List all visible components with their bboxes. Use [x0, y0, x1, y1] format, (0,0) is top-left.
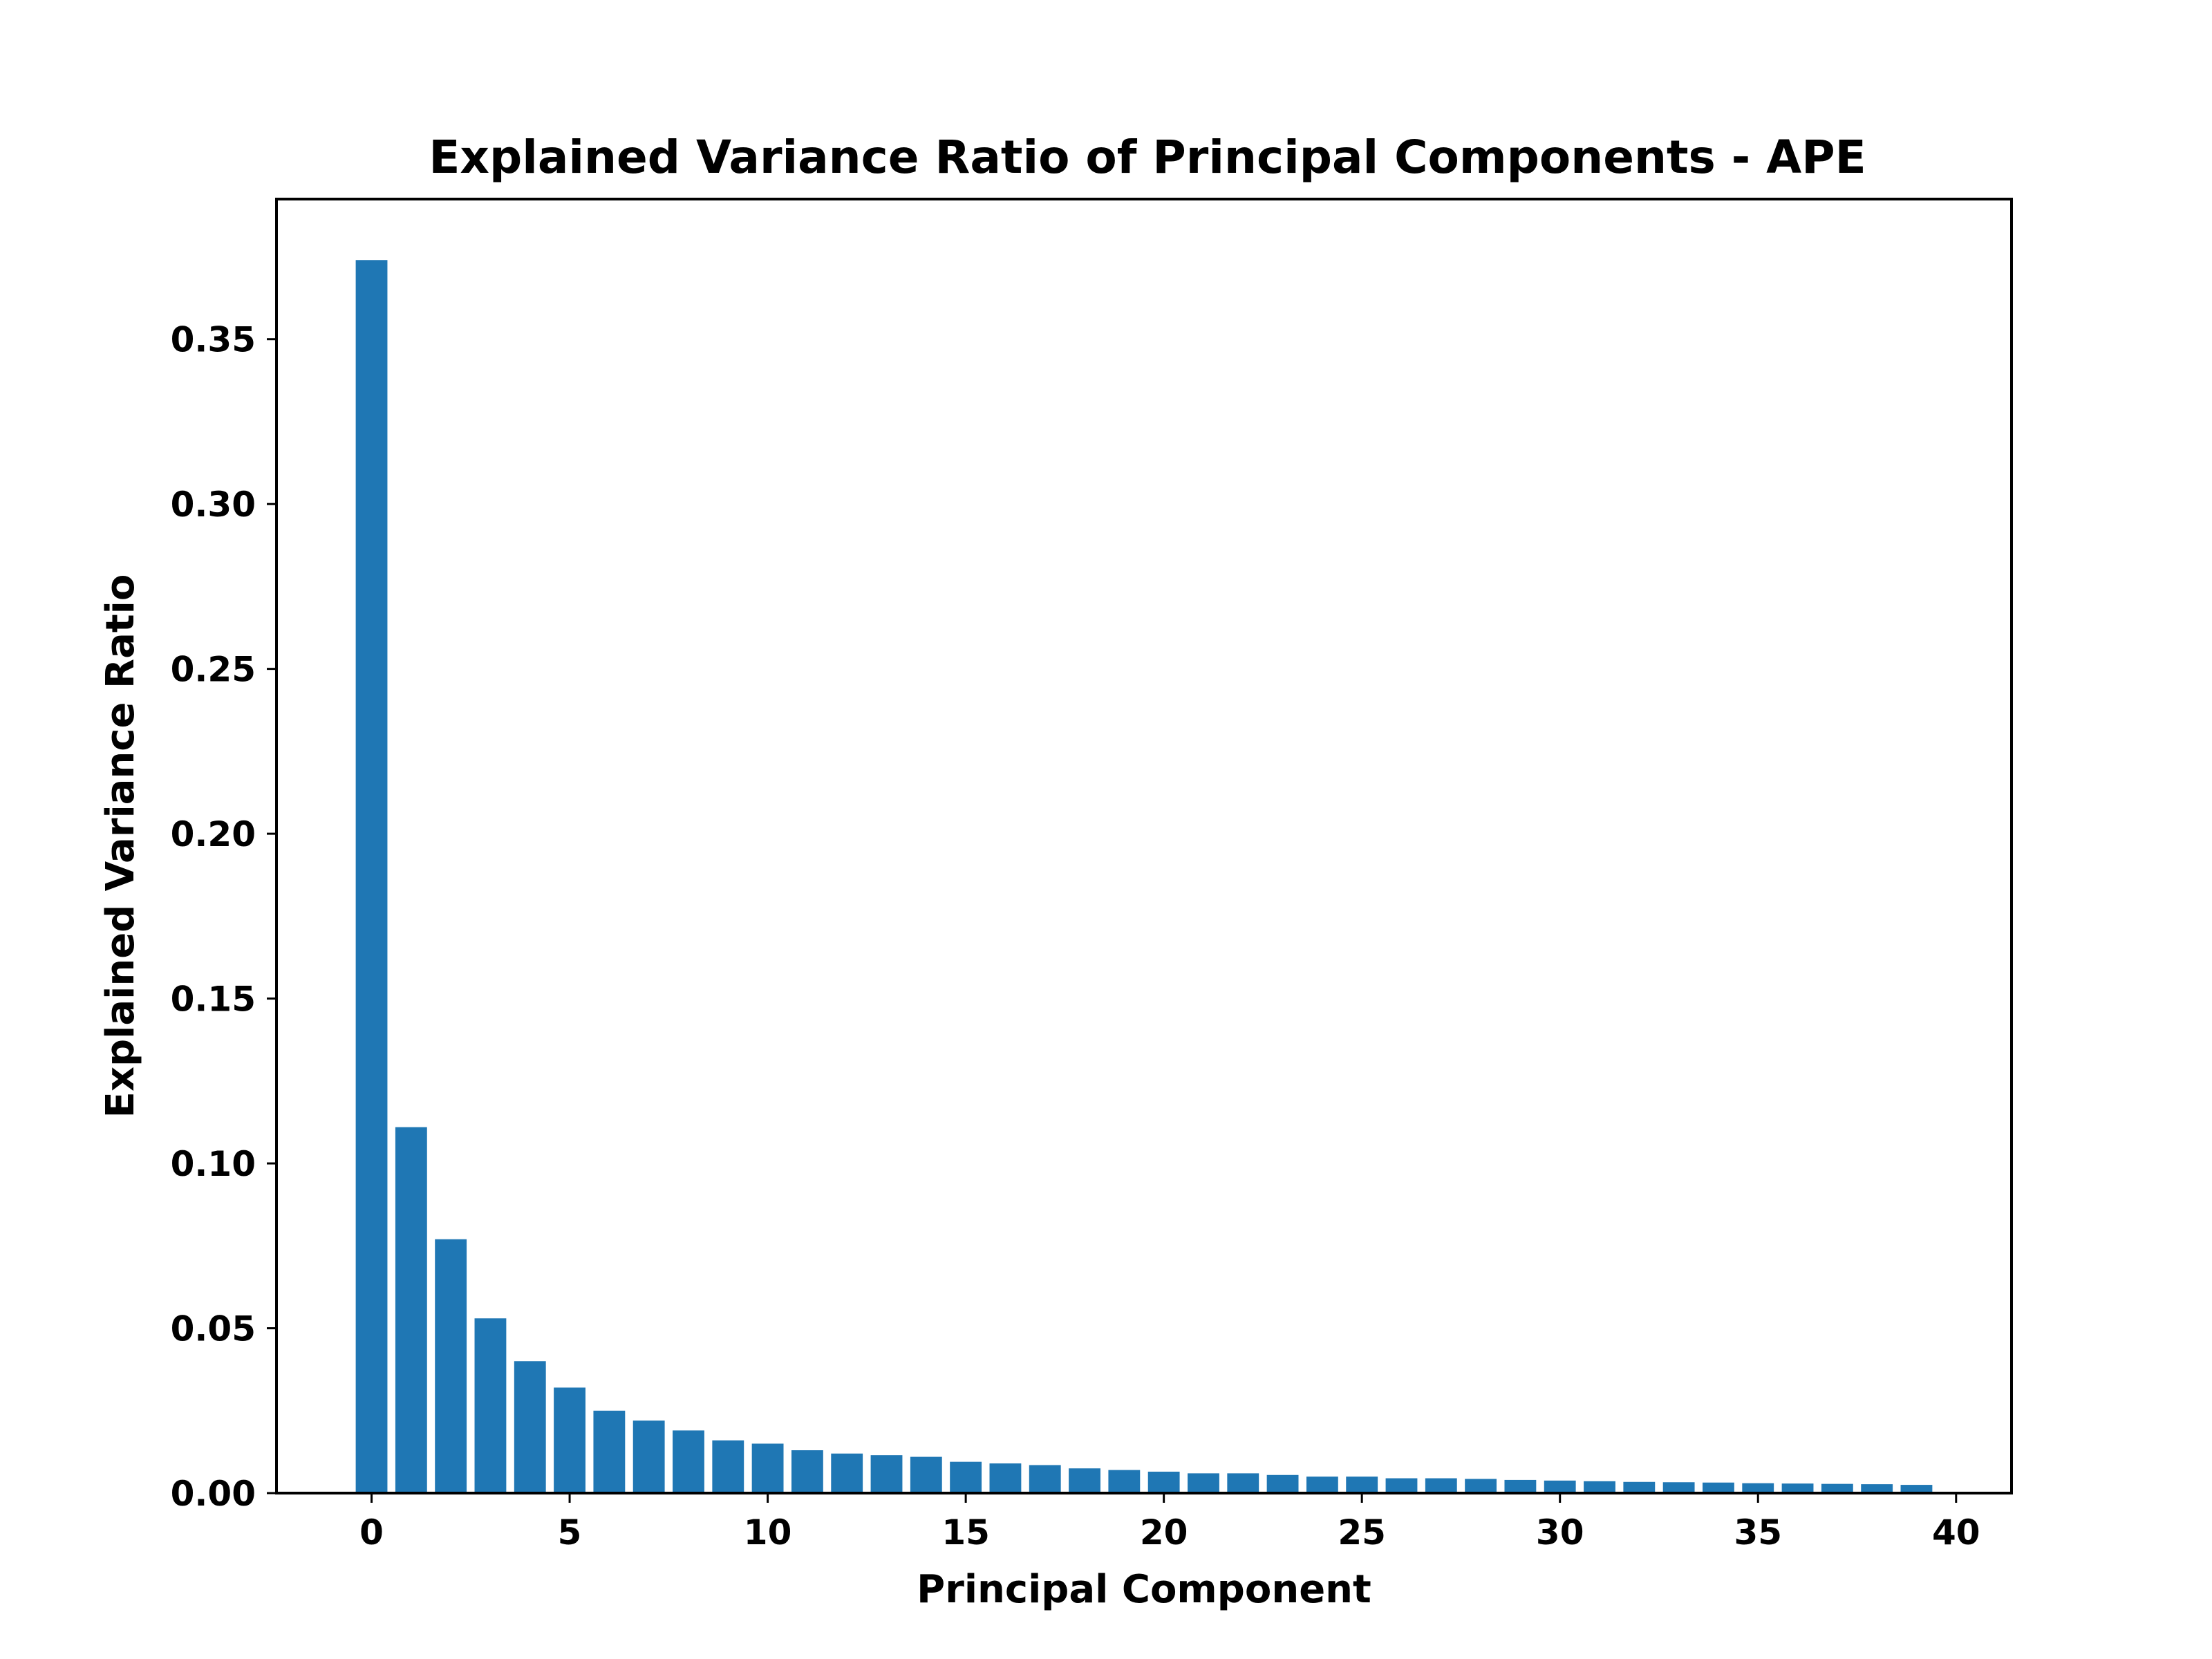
y-axis-label: Explained Variance Ratio — [98, 574, 143, 1118]
x-tick-label: 40 — [1932, 1512, 1980, 1553]
bar-pc-27 — [1425, 1478, 1457, 1493]
bar-pc-26 — [1385, 1478, 1418, 1493]
x-axis-label: Principal Component — [917, 1567, 1371, 1612]
bar-pc-13 — [870, 1455, 903, 1493]
bar-pc-20 — [1147, 1472, 1180, 1493]
bars-group — [355, 260, 1933, 1494]
y-axis: 0.00 0.05 0.10 0.15 0.20 0.25 0.30 0.35 — [171, 320, 276, 1514]
bar-pc-33 — [1662, 1482, 1695, 1493]
bar-pc-22 — [1227, 1473, 1259, 1493]
y-tick-label: 0.15 — [171, 980, 256, 1020]
x-tick-label: 25 — [1338, 1512, 1386, 1553]
y-tick-label: 0.20 — [171, 814, 256, 854]
bar-pc-1 — [395, 1127, 427, 1493]
chart-title: Explained Variance Ratio of Principal Co… — [429, 131, 1866, 184]
bar-pc-19 — [1108, 1470, 1141, 1493]
x-tick-label: 5 — [558, 1512, 582, 1553]
bar-pc-25 — [1346, 1477, 1378, 1493]
bar-pc-36 — [1781, 1483, 1814, 1493]
bar-pc-17 — [1029, 1465, 1061, 1493]
bar-pc-12 — [831, 1453, 863, 1493]
bar-pc-5 — [554, 1387, 585, 1493]
x-tick-label: 35 — [1734, 1512, 1782, 1553]
bar-pc-29 — [1504, 1479, 1537, 1493]
bar-pc-38 — [1861, 1484, 1893, 1493]
bar-pc-15 — [950, 1461, 982, 1493]
x-tick-label: 10 — [744, 1512, 792, 1553]
bar-pc-35 — [1742, 1483, 1774, 1493]
bar-pc-30 — [1544, 1480, 1576, 1493]
y-tick-label: 0.05 — [171, 1309, 256, 1349]
bar-pc-31 — [1584, 1481, 1615, 1493]
y-tick-label: 0.30 — [171, 485, 256, 525]
x-axis: 0 5 10 15 20 25 30 35 40 — [359, 1493, 1980, 1553]
bar-pc-7 — [632, 1421, 665, 1493]
bar-pc-39 — [1900, 1485, 1933, 1493]
y-tick-label: 0.10 — [171, 1144, 256, 1184]
bar-pc-34 — [1703, 1482, 1734, 1493]
bar-pc-16 — [989, 1463, 1022, 1493]
y-tick-label: 0.35 — [171, 320, 256, 360]
x-tick-label: 30 — [1536, 1512, 1584, 1553]
bar-pc-2 — [435, 1239, 467, 1493]
bar-pc-9 — [712, 1440, 744, 1493]
bar-pc-37 — [1821, 1483, 1853, 1493]
bar-pc-24 — [1306, 1477, 1338, 1493]
x-tick-label: 15 — [941, 1512, 990, 1553]
bar-pc-14 — [910, 1456, 942, 1493]
bar-pc-18 — [1069, 1468, 1100, 1493]
bar-pc-11 — [791, 1450, 823, 1493]
bar-pc-23 — [1266, 1474, 1299, 1493]
bar-pc-32 — [1623, 1481, 1656, 1493]
y-tick-label: 0.00 — [171, 1474, 256, 1514]
bar-pc-6 — [593, 1410, 626, 1493]
plot-area-frame — [275, 198, 2013, 1494]
bar-pc-21 — [1188, 1473, 1219, 1493]
x-tick-label: 20 — [1140, 1512, 1188, 1553]
bar-pc-4 — [514, 1361, 546, 1493]
bar-pc-8 — [673, 1430, 704, 1493]
bar-pc-28 — [1465, 1479, 1497, 1493]
x-tick-label: 0 — [359, 1512, 384, 1553]
bar-pc-10 — [751, 1443, 784, 1493]
y-tick-label: 0.25 — [171, 650, 256, 690]
bar-pc-3 — [474, 1318, 507, 1493]
bar-pc-0 — [355, 260, 388, 1494]
